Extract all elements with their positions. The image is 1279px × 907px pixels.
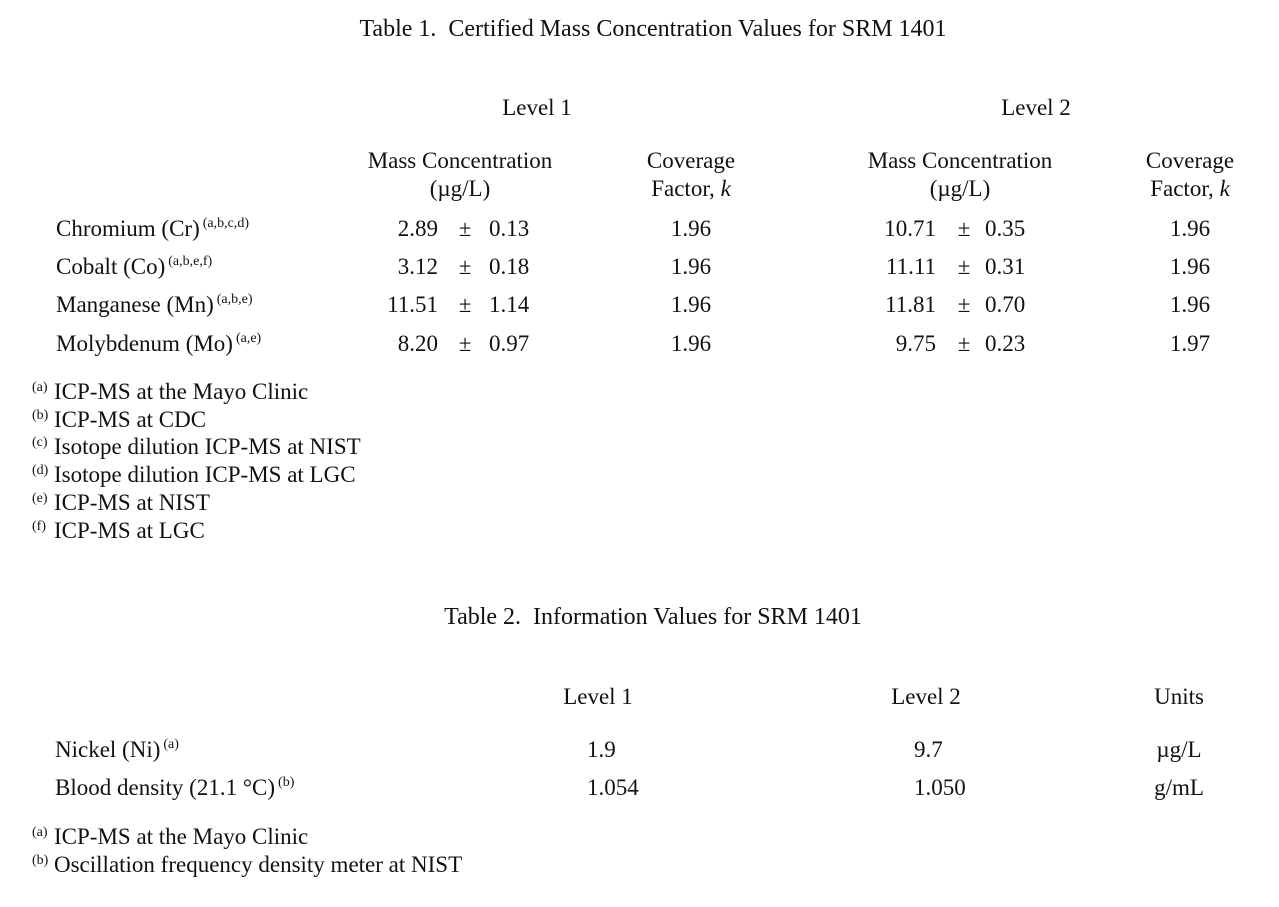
footnote-ref: (b)	[278, 775, 295, 790]
plus-minus: ±	[458, 330, 472, 356]
footnote-mark: (b)	[32, 852, 49, 868]
row-label: Molybdenum (Mo)	[56, 330, 233, 356]
header-text: Factor,	[651, 176, 715, 201]
plus-minus: ±	[458, 216, 472, 241]
value-cell: 2.89	[397, 216, 438, 241]
row-label: Nickel (Ni)	[55, 737, 161, 762]
header-symbol: k	[1219, 176, 1230, 201]
row-header: Molybdenum (Mo) (a,e)	[56, 331, 261, 361]
footnote-mark: (e)	[32, 490, 48, 506]
plus-minus: ±	[957, 330, 971, 356]
column-header: Level 2	[891, 684, 961, 709]
row-header: Blood density (21.1 °C) (b)	[55, 775, 294, 805]
footnote-text: Oscillation frequency density meter at N…	[54, 851, 463, 877]
column-header: (µg/L)	[929, 176, 991, 201]
row-header: Chromium (Cr) (a,b,c,d)	[56, 216, 249, 246]
coverage-cell: 1.96	[670, 254, 712, 280]
row-label: Cobalt (Co)	[56, 254, 166, 280]
plus-minus: ±	[957, 216, 971, 241]
uncertainty-cell: 0.31	[985, 254, 1026, 280]
group-header: Level 2	[1001, 95, 1071, 120]
coverage-cell: 1.96	[670, 330, 712, 356]
header-text: Factor,	[1150, 176, 1214, 201]
table-title: Table 2. Information Values for SRM 1401	[444, 604, 862, 630]
column-header: Level 1	[563, 684, 633, 709]
footnote-mark: (f)	[32, 518, 46, 534]
value-cell: 10.71	[884, 216, 936, 241]
footnote-text: ICP-MS at LGC	[54, 517, 205, 543]
column-header: (µg/L)	[429, 176, 491, 201]
plus-minus: ±	[957, 254, 971, 280]
row-header: Cobalt (Co) (a,b,e,f)	[56, 254, 212, 284]
uncertainty-cell: 1.14	[489, 292, 530, 318]
footnote-ref: (a,b,e,f)	[168, 254, 213, 270]
column-header: Factor, k	[1150, 176, 1230, 202]
coverage-cell: 1.97	[1169, 330, 1211, 356]
value-cell: 11.11	[885, 254, 936, 280]
coverage-cell: 1.96	[670, 292, 712, 318]
table-title: Table 1. Certified Mass Concentration Va…	[359, 16, 947, 42]
value-cell: 1.050	[914, 775, 966, 800]
column-header: Mass Concentration	[367, 148, 553, 173]
plus-minus: ±	[957, 292, 971, 318]
row-header: Manganese (Mn) (a,b,e)	[56, 292, 253, 322]
coverage-cell: 1.96	[670, 216, 712, 241]
footnote-text: ICP-MS at the Mayo Clinic	[54, 379, 309, 404]
value-cell: 3.12	[397, 254, 438, 280]
footnote-mark: (c)	[32, 435, 48, 451]
footnote-text: ICP-MS at the Mayo Clinic	[54, 824, 309, 849]
row-label: Manganese (Mn)	[56, 292, 214, 318]
uncertainty-cell: 0.23	[985, 330, 1026, 356]
footnote-mark: (d)	[32, 463, 49, 479]
uncertainty-cell: 0.70	[985, 292, 1026, 318]
column-header: Mass Concentration	[867, 148, 1053, 173]
footnote-text: Isotope dilution ICP-MS at NIST	[54, 434, 361, 460]
column-header: Coverage	[1145, 148, 1235, 173]
value-cell: 8.20	[397, 330, 438, 356]
value-cell: µg/L	[1156, 737, 1202, 762]
footnote-ref: (a,b,e)	[216, 292, 253, 308]
plus-minus: ±	[458, 254, 472, 280]
uncertainty-cell: 0.13	[489, 216, 530, 241]
footnote-mark: (b)	[32, 407, 49, 423]
header-symbol: k	[720, 176, 731, 201]
footnote-mark: (a)	[32, 380, 48, 395]
row-label: Chromium (Cr)	[56, 216, 200, 241]
uncertainty-cell: 0.97	[489, 330, 530, 356]
coverage-cell: 1.96	[1169, 254, 1211, 280]
group-header: Level 1	[502, 95, 572, 120]
coverage-cell: 1.96	[1169, 292, 1211, 318]
uncertainty-cell: 0.35	[985, 216, 1026, 241]
coverage-cell: 1.96	[1169, 216, 1211, 241]
row-header: Nickel (Ni) (a)	[55, 737, 179, 767]
column-header: Coverage	[646, 148, 736, 173]
value-cell: 11.81	[885, 292, 936, 318]
footnote-mark: (a)	[32, 825, 48, 840]
value-cell: g/mL	[1154, 775, 1204, 800]
footnote-ref: (a)	[163, 737, 179, 752]
row-label: Blood density (21.1 °C)	[55, 775, 276, 800]
footnote-text: ICP-MS at NIST	[54, 489, 210, 515]
uncertainty-cell: 0.18	[489, 254, 530, 280]
footnote-ref: (a,b,c,d)	[202, 216, 250, 231]
footnote-ref: (a,e)	[235, 330, 262, 346]
footnote-text: Isotope dilution ICP-MS at LGC	[54, 462, 356, 488]
value-cell: 1.9	[587, 737, 616, 762]
column-header: Factor, k	[651, 176, 731, 202]
value-cell: 9.75	[895, 330, 936, 356]
plus-minus: ±	[458, 292, 472, 318]
column-header: Units	[1154, 684, 1204, 709]
value-cell: 11.51	[387, 292, 438, 318]
value-cell: 9.7	[914, 737, 943, 762]
footnote-text: ICP-MS at CDC	[54, 406, 207, 432]
value-cell: 1.054	[587, 775, 639, 800]
